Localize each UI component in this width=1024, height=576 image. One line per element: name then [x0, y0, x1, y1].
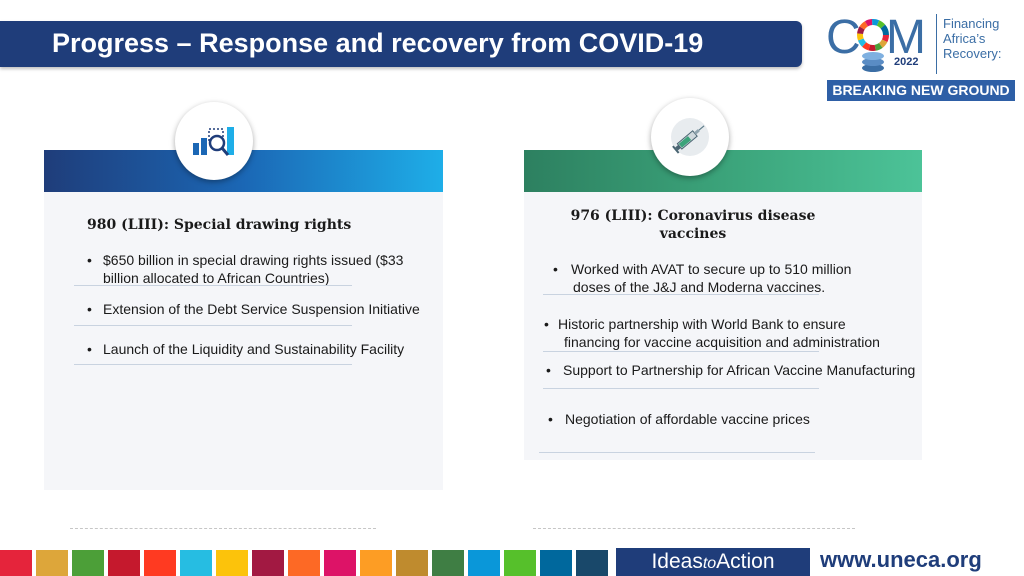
bullet-dot: • — [546, 362, 551, 378]
sdg-color-block — [36, 550, 68, 576]
vaccines-icon-badge — [651, 98, 729, 176]
logo-band: BREAKING NEW GROUND — [827, 80, 1015, 101]
sdg-color-block — [360, 550, 392, 576]
bullet-text: $650 billion in special drawing rights i… — [103, 252, 404, 268]
bullet-text: financing for vaccine acquisition and ad… — [564, 334, 880, 350]
tagline-line: Financing — [943, 16, 1000, 31]
sdg-color-block — [504, 550, 536, 576]
website-link[interactable]: www.uneca.org — [820, 547, 982, 572]
sdr-card-title: 980 (LIII): Special drawing rights — [87, 217, 352, 233]
vaccines-card-title: 976 (LIII): Coronavirus disease vaccines — [565, 207, 821, 243]
sdg-color-block — [324, 550, 356, 576]
divider — [543, 388, 819, 389]
com2022-logo: C M 2022 Financing Africa’s Recovery: — [826, 12, 1016, 102]
divider — [539, 452, 815, 453]
bullet-text: Extension of the Debt Service Suspension… — [103, 301, 420, 317]
com-wordmark: C M 2022 — [826, 12, 934, 78]
page-title: Progress – Response and recovery from CO… — [52, 28, 704, 58]
sdg-color-block — [288, 550, 320, 576]
sdg-ring-icon — [857, 19, 889, 51]
sdg-color-block — [0, 550, 32, 576]
dashed-divider — [70, 528, 376, 529]
tagline-line: Africa’s — [943, 31, 986, 46]
divider — [74, 285, 352, 286]
bullet-text: doses of the J&J and Moderna vaccines. — [573, 279, 826, 295]
ideas-to-action-banner: IdeastoAction — [616, 548, 810, 576]
sdr-icon-badge — [175, 102, 253, 180]
sdr-card — [44, 150, 443, 490]
logo-letter-m: M — [886, 11, 926, 64]
divider — [74, 364, 352, 365]
sdg-color-block — [180, 550, 212, 576]
sdg-color-block — [576, 550, 608, 576]
bullet-dot: • — [544, 316, 549, 332]
vaccine-syringe-icon — [671, 118, 709, 156]
sdg-color-block — [108, 550, 140, 576]
sdg-color-block — [252, 550, 284, 576]
action-word: Action — [716, 550, 775, 573]
divider — [543, 294, 819, 295]
coin-stack-icon — [862, 52, 884, 72]
divider — [543, 351, 819, 352]
card-title-line: vaccines — [659, 226, 727, 242]
sdg-color-block — [432, 550, 464, 576]
dashed-divider — [533, 528, 855, 529]
sdg-color-block — [144, 550, 176, 576]
sdg-color-block — [540, 550, 572, 576]
bullet-text: Historic partnership with World Bank to … — [558, 316, 846, 332]
list-item: • Worked with AVAT to secure up to 510 m… — [553, 260, 893, 296]
bullet-dot: • — [87, 301, 92, 317]
sdg-color-block — [396, 550, 428, 576]
vaccines-card — [524, 150, 922, 460]
list-item: • Extension of the Debt Service Suspensi… — [87, 300, 443, 318]
list-item: • Support to Partnership for African Vac… — [546, 361, 946, 379]
list-item: • $650 billion in special drawing rights… — [87, 251, 437, 287]
bullet-text: Support to Partnership for African Vacci… — [563, 362, 916, 378]
logo-letter-c: C — [826, 11, 861, 64]
bullet-dot: • — [87, 252, 92, 268]
bullet-dot: • — [548, 411, 553, 427]
sdg-color-block — [468, 550, 500, 576]
sdg-color-block — [216, 550, 248, 576]
divider — [74, 325, 352, 326]
data-analysis-icon — [193, 127, 234, 156]
list-item: • Historic partnership with World Bank t… — [544, 315, 914, 351]
ideas-word: Ideas — [651, 550, 703, 573]
tagline-line: Recovery: — [943, 46, 1002, 61]
bullet-text: Negotiation of affordable vaccine prices — [565, 411, 810, 427]
title-bar: Progress – Response and recovery from CO… — [0, 21, 802, 67]
list-item: • Launch of the Liquidity and Sustainabi… — [87, 340, 437, 358]
sdg-color-block — [72, 550, 104, 576]
bullet-text: Launch of the Liquidity and Sustainabili… — [103, 341, 405, 357]
bullet-text: billion allocated to African Countries) — [103, 270, 330, 286]
logo-tagline: Financing Africa’s Recovery: — [943, 16, 1002, 61]
bullet-dot: • — [87, 341, 92, 357]
logo-year: 2022 — [894, 56, 919, 68]
list-item: • Negotiation of affordable vaccine pric… — [548, 410, 888, 428]
bullet-dot: • — [553, 261, 558, 277]
card-title-line: 976 (LIII): Coronavirus disease — [570, 208, 816, 224]
to-word: to — [702, 555, 717, 572]
bullet-text: Worked with AVAT to secure up to 510 mil… — [571, 261, 852, 277]
logo-divider — [936, 14, 937, 74]
